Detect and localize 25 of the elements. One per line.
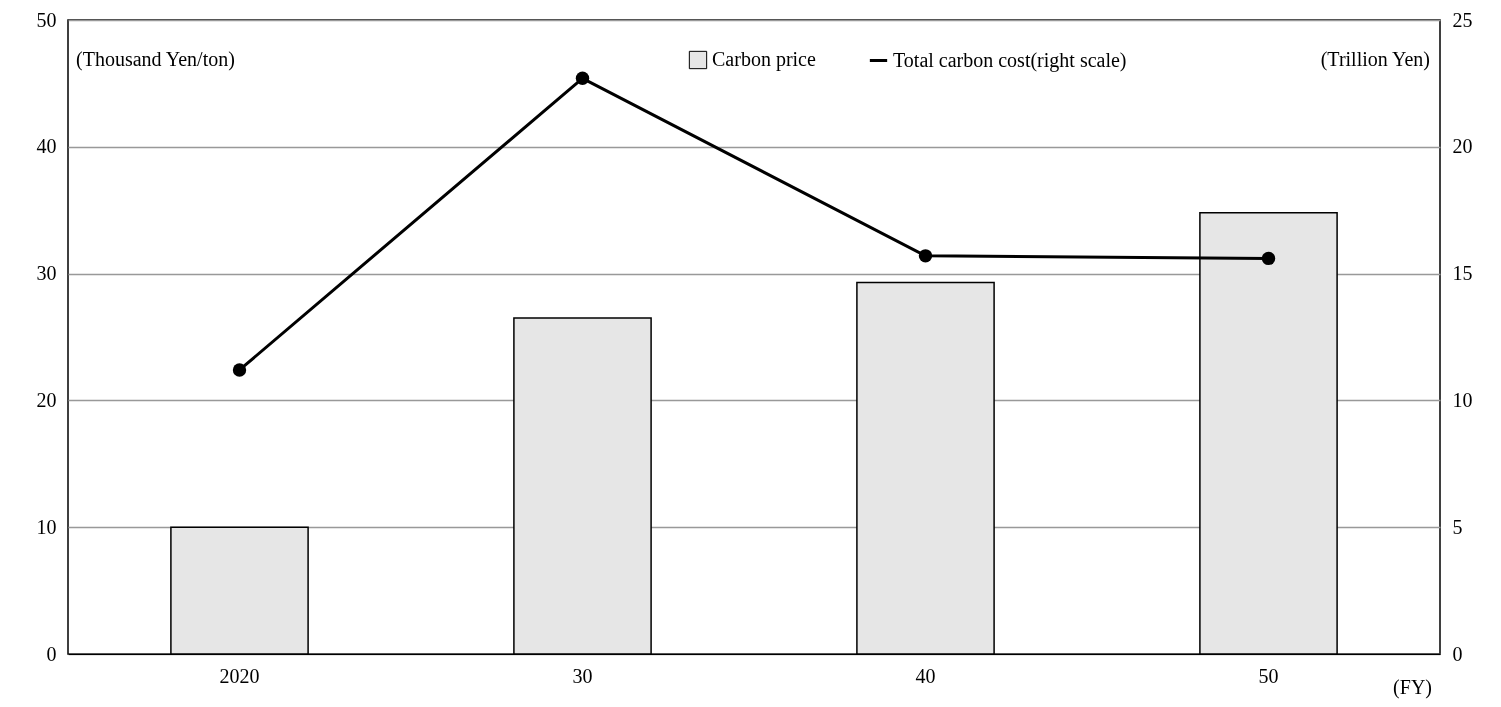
y-tick-label: 50: [36, 8, 57, 31]
legend-label: Total carbon cost(right scale): [893, 48, 1127, 72]
y-tick-label: 0: [46, 642, 57, 665]
y2-tick-label: 10: [1452, 388, 1473, 411]
y-axis-title: (Thousand Yen/ton): [76, 48, 235, 71]
y-tick-label: 20: [36, 388, 57, 411]
x-tick-label: 2020: [219, 664, 260, 687]
point: [1261, 251, 1276, 266]
x-tick-label: 30: [572, 664, 593, 687]
y-tick-label: 10: [36, 515, 57, 538]
x-tick-label: 50: [1258, 664, 1279, 687]
y-tick-label: 40: [36, 135, 57, 158]
x-axis-title: (FY): [1393, 676, 1432, 699]
point: [575, 71, 590, 86]
y2-tick-label: 25: [1452, 8, 1473, 31]
point: [918, 249, 933, 263]
y2-tick-label: 20: [1452, 135, 1473, 158]
y2-tick-label: 15: [1452, 262, 1473, 285]
y2-axis-title: (Trillion Yen): [1320, 48, 1430, 71]
point: [232, 363, 247, 377]
x-tick-label: 40: [915, 664, 936, 687]
y2-tick-label: 0: [1452, 642, 1463, 665]
y2-tick-label: 5: [1452, 515, 1463, 538]
legend-label: Carbon price: [712, 48, 816, 71]
y-tick-label: 30: [36, 262, 57, 285]
